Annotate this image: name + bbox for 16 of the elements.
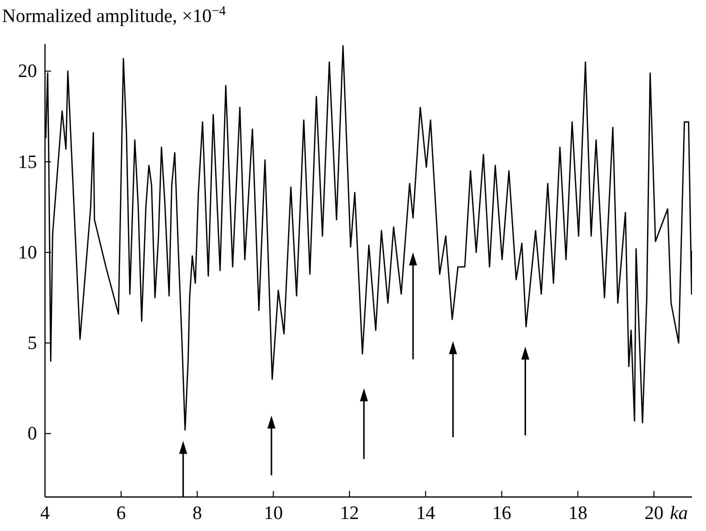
- x-tick-label: 10: [264, 503, 283, 524]
- x-tick-label: 20: [644, 503, 664, 524]
- x-tick-label: 16: [492, 503, 512, 524]
- y-tick-label: 5: [28, 332, 37, 354]
- y-tick-label: 20: [18, 61, 37, 82]
- x-tick-label: 14: [416, 503, 436, 524]
- x-tick-label: 6: [116, 503, 126, 524]
- y-tick-label: 10: [18, 242, 37, 264]
- x-tick-label: 12: [340, 503, 359, 524]
- x-axis-title: ka: [670, 503, 688, 524]
- x-tick-label: 8: [192, 503, 202, 524]
- y-tick-label: 15: [18, 152, 37, 173]
- x-tick-label: 18: [568, 503, 588, 524]
- y-axis-title: Normalized amplitude, ×10$^{−4}$: [2, 2, 226, 27]
- y-tick-label: 0: [28, 424, 37, 445]
- x-tick-label: 4: [40, 503, 50, 524]
